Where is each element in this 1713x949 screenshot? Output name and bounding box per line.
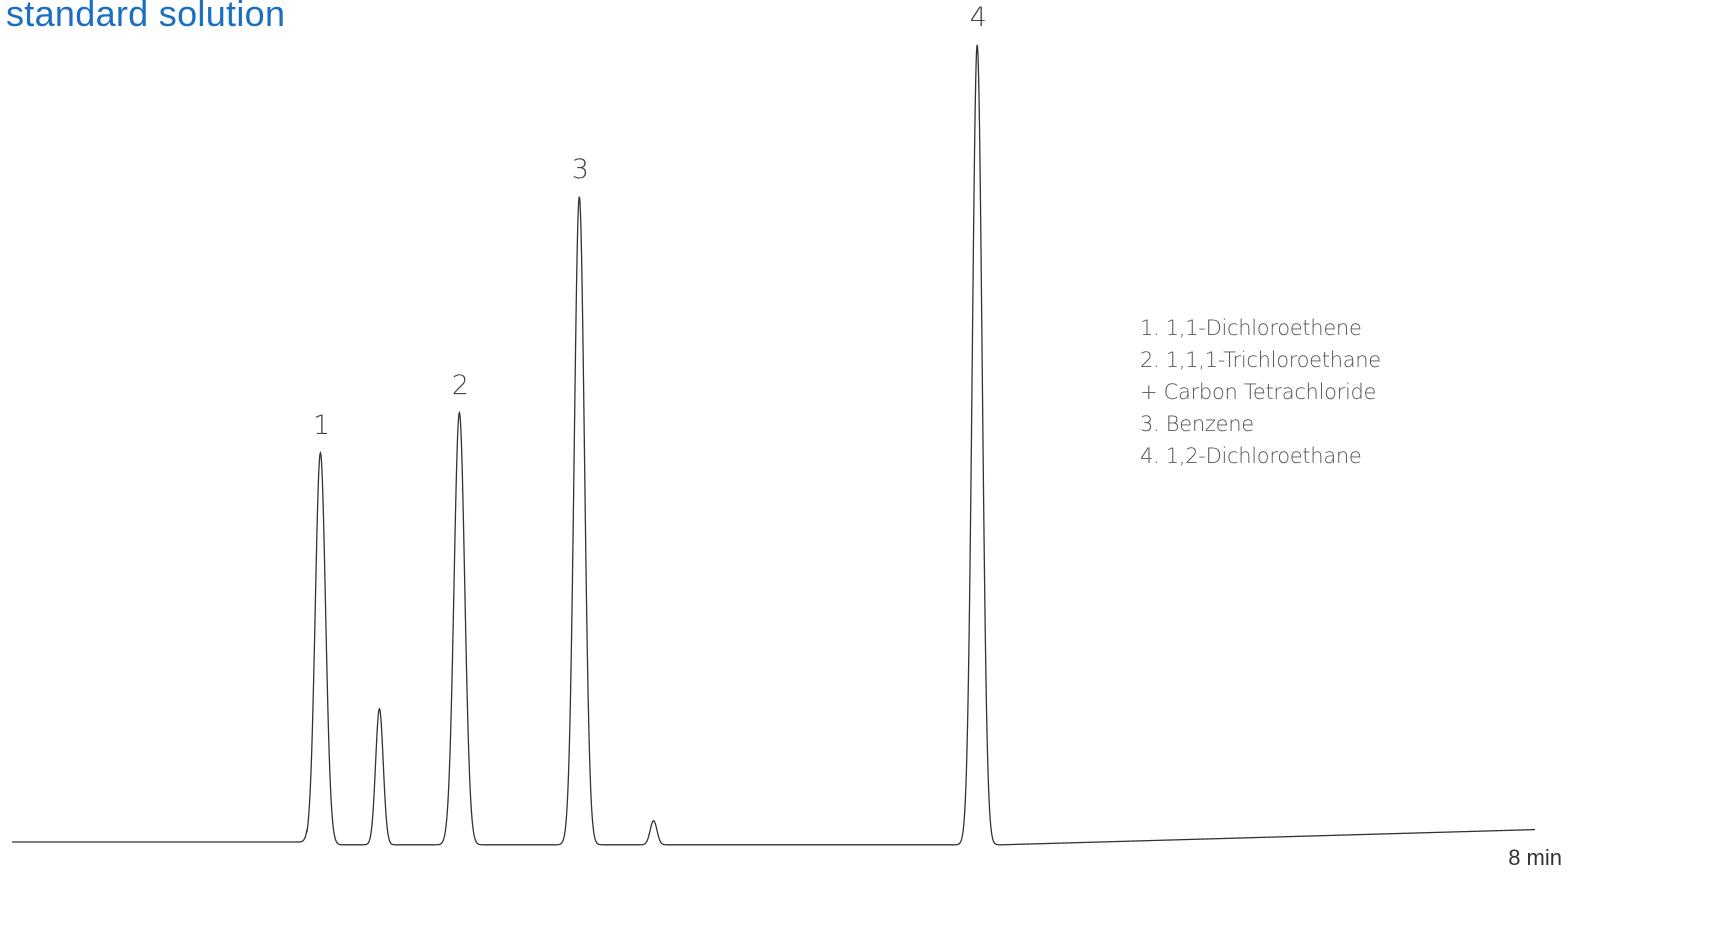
chart-title: standard solution (6, 0, 286, 34)
peak-label-1: 1 (313, 410, 330, 441)
legend-item: 1. 1,1-Dichloroethene (1140, 316, 1362, 340)
legend-item: 4. 1,2-Dichloroethane (1140, 444, 1362, 468)
legend-item: + Carbon Tetrachloride (1140, 380, 1377, 404)
legend-item: 2. 1,1,1-Trichloroethane (1140, 348, 1381, 372)
peak-label-2: 2 (452, 370, 469, 401)
peak-label-3: 3 (572, 154, 589, 185)
chromatogram-trace (12, 44, 1536, 846)
peak-label-4: 4 (970, 2, 987, 33)
peak-labels: 1 2 3 4 (313, 2, 987, 441)
x-axis-end-label: 8 min (1508, 845, 1562, 870)
legend: 1. 1,1-Dichloroethene 2. 1,1,1-Trichloro… (1140, 312, 1381, 472)
legend-item: 3. Benzene (1140, 412, 1254, 436)
